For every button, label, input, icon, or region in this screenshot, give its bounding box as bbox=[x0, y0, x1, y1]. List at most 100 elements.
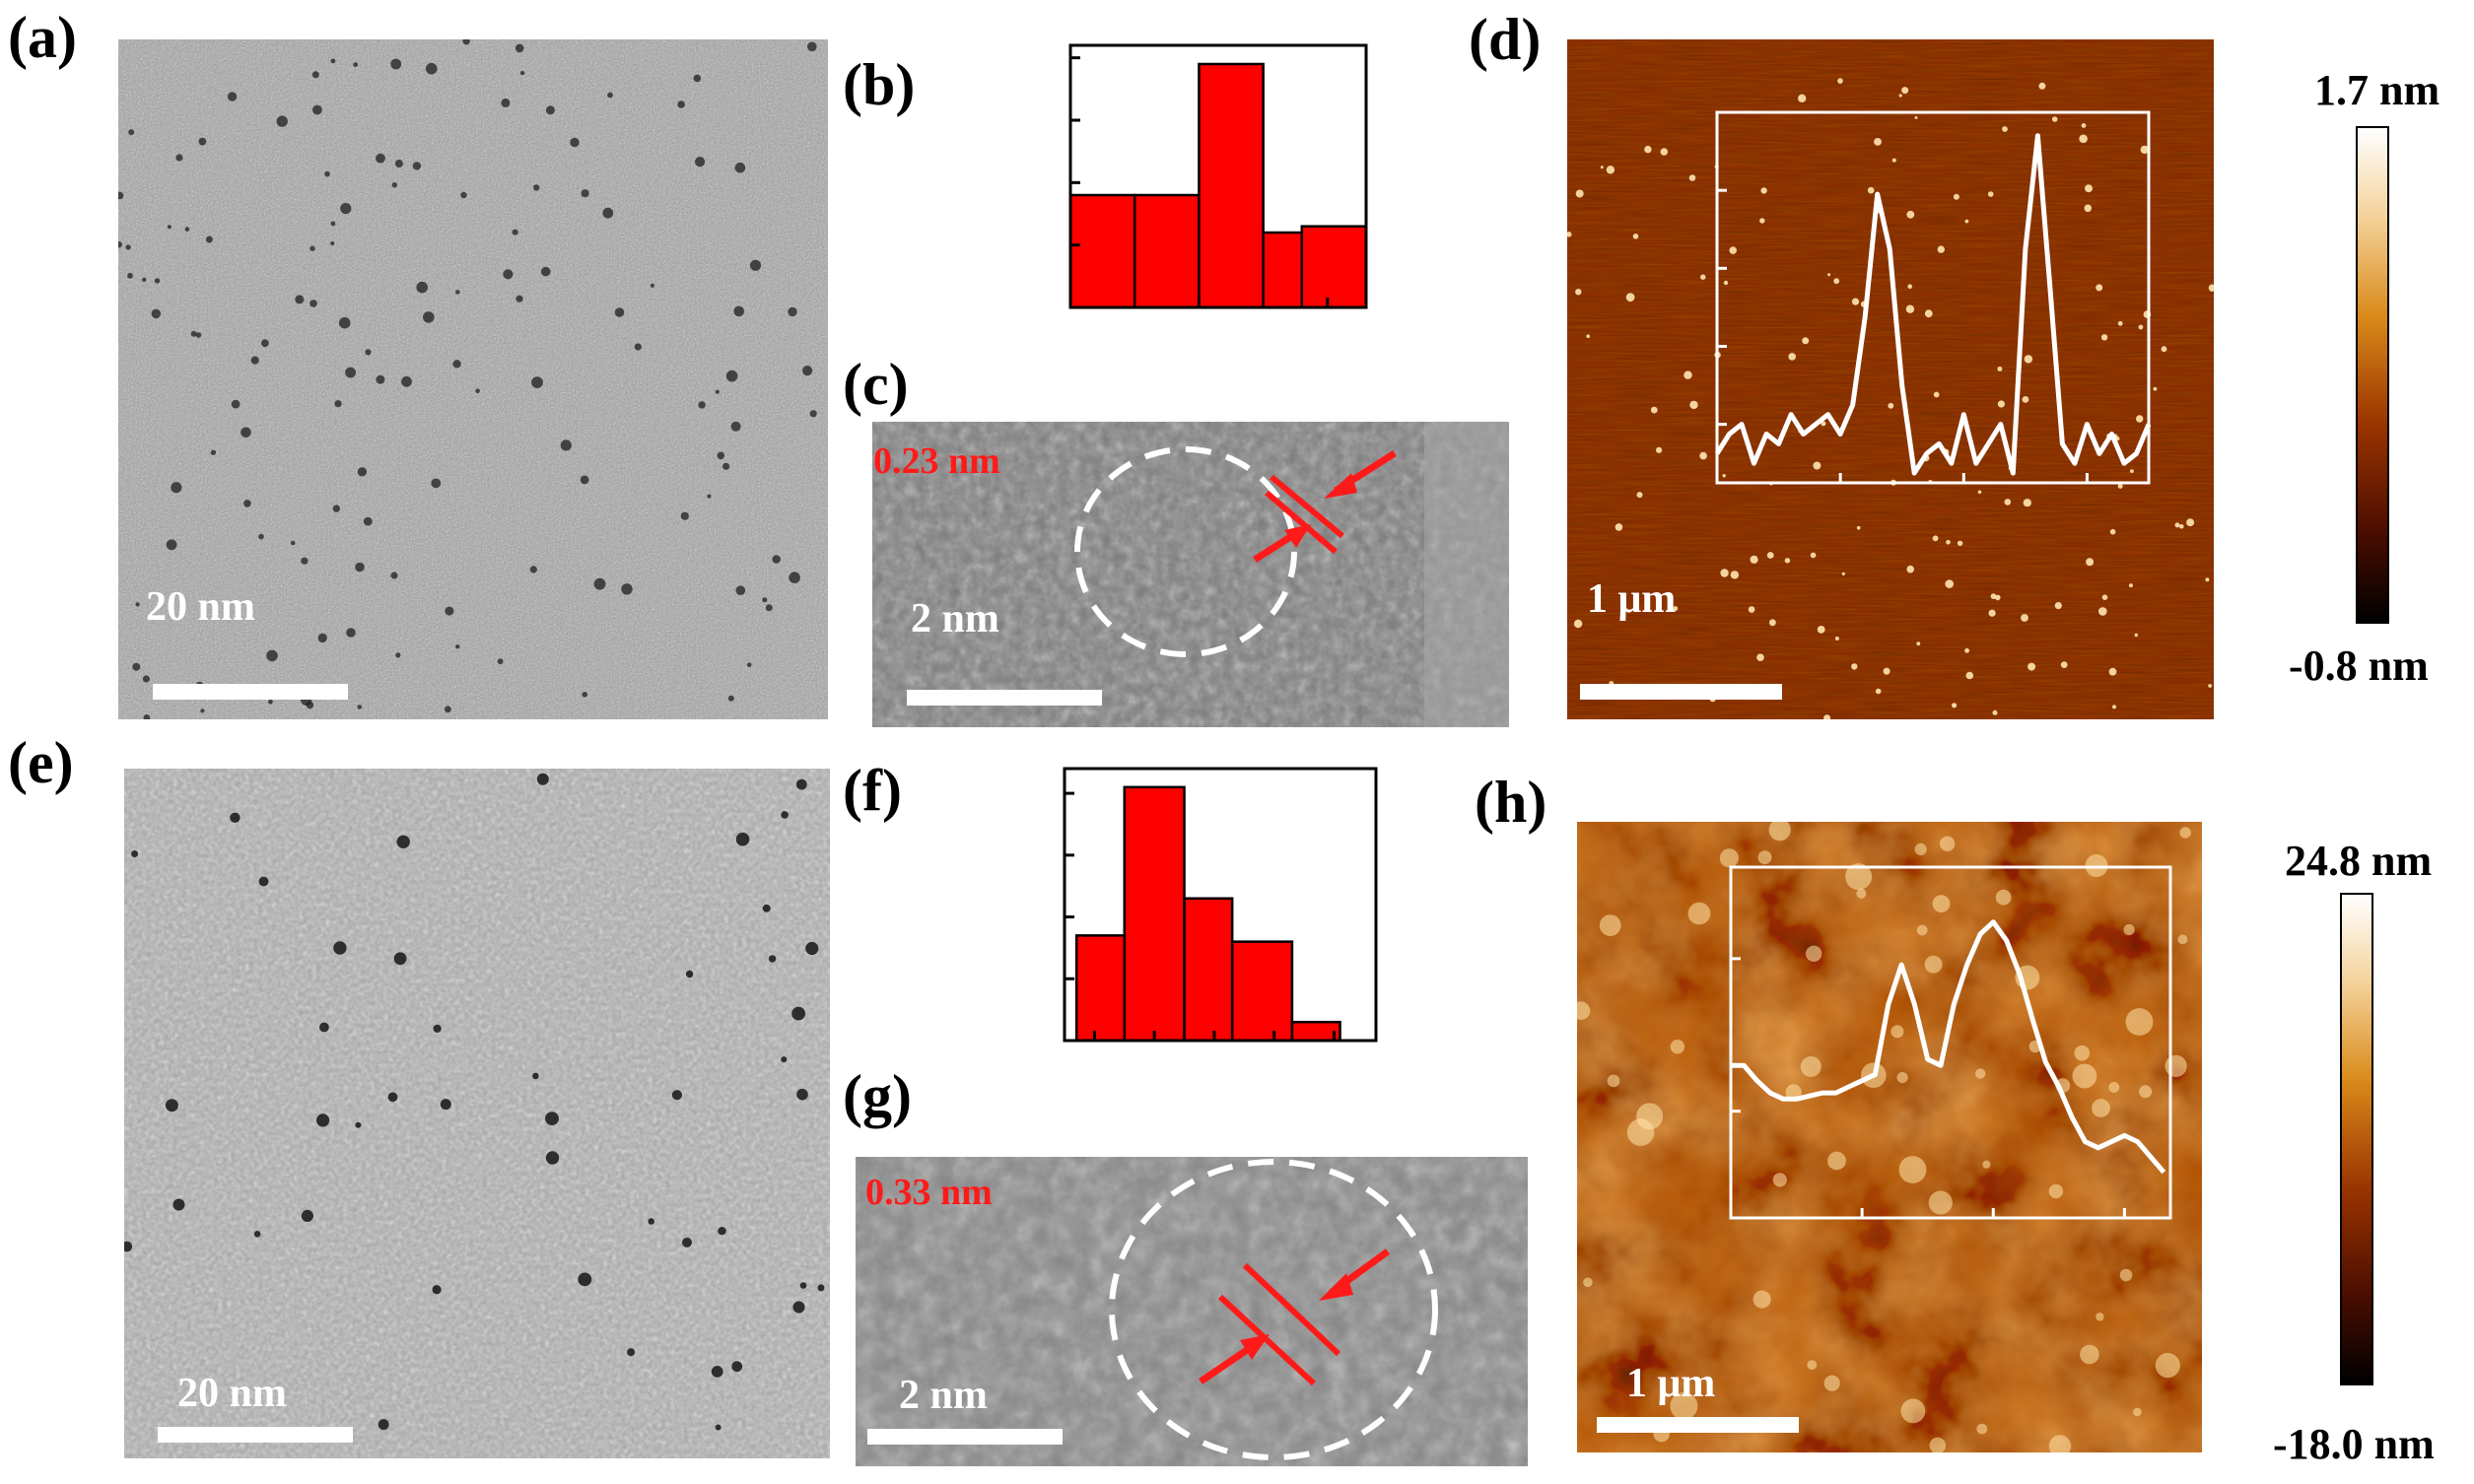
particle-dot bbox=[570, 137, 580, 148]
particle-dot bbox=[1599, 914, 1621, 936]
particle-dot bbox=[1729, 246, 1737, 254]
particle-dot bbox=[132, 662, 141, 671]
histogram-bar bbox=[1123, 785, 1186, 1043]
particle-dot bbox=[809, 410, 817, 418]
particle-dot bbox=[1977, 490, 1982, 495]
particle-dot bbox=[1976, 1423, 1988, 1435]
particle-dot bbox=[501, 98, 511, 107]
particle-dot bbox=[2139, 1085, 2153, 1099]
particle-dot bbox=[124, 1241, 133, 1252]
scale-label-a: 20 nm bbox=[146, 584, 255, 630]
particle-dot bbox=[772, 555, 781, 564]
particle-dot bbox=[378, 1419, 389, 1431]
particle-dot bbox=[1719, 848, 1739, 868]
histogram-bar bbox=[1133, 193, 1201, 309]
plot-frame bbox=[1068, 43, 1368, 309]
particle-dot bbox=[387, 1092, 398, 1103]
lattice-spacing-c: 0.23 nm bbox=[873, 440, 1000, 482]
particle-dot bbox=[545, 1112, 559, 1125]
histogram-bar bbox=[1074, 934, 1127, 1043]
particle-dot bbox=[445, 606, 454, 616]
particle-dot bbox=[2096, 1313, 2104, 1321]
particle-dot bbox=[578, 1272, 592, 1287]
particle-dot bbox=[1914, 115, 1918, 119]
particle-dot bbox=[1946, 540, 1951, 545]
histogram-bar bbox=[1262, 231, 1304, 309]
particle-dot bbox=[648, 1218, 654, 1225]
particle-dot bbox=[1945, 579, 1954, 588]
particle-dot bbox=[391, 182, 397, 188]
particle-dot bbox=[1575, 189, 1584, 198]
particle-dot bbox=[593, 577, 606, 590]
particle-dot bbox=[295, 295, 305, 304]
particle-dot bbox=[1964, 219, 1969, 224]
particle-dot bbox=[390, 572, 398, 579]
particle-dot bbox=[685, 970, 694, 978]
particle-dot bbox=[2130, 469, 2134, 473]
particle-dot bbox=[312, 104, 322, 115]
particle-dot bbox=[1867, 186, 1875, 194]
particle-dot bbox=[440, 1099, 451, 1111]
particle-dot bbox=[2138, 324, 2144, 330]
particle-dot bbox=[184, 227, 190, 232]
particle-dot bbox=[306, 701, 314, 709]
hrtem-image-c bbox=[872, 422, 1509, 727]
particle-dot bbox=[515, 43, 524, 53]
particle-dot bbox=[1632, 234, 1639, 239]
particle-dot bbox=[727, 695, 734, 702]
particle-dot bbox=[1660, 148, 1669, 156]
particle-dot bbox=[1759, 218, 1765, 224]
inset-frame bbox=[1715, 110, 2151, 485]
particle-dot bbox=[2038, 82, 2046, 90]
particle-dot bbox=[715, 389, 720, 394]
particle-dot bbox=[393, 952, 407, 966]
particle-dot bbox=[621, 583, 633, 595]
particle-dot bbox=[1997, 366, 2003, 371]
particle-dot bbox=[2024, 355, 2033, 364]
particle-dot bbox=[125, 244, 131, 250]
particle-dot bbox=[363, 516, 373, 526]
particle-dot bbox=[1874, 138, 1882, 146]
particle-dot bbox=[345, 367, 356, 378]
particle-dot bbox=[171, 482, 182, 494]
height-profile-h bbox=[1729, 865, 2172, 1220]
particle-dot bbox=[2072, 1063, 2097, 1089]
particle-dot bbox=[1901, 87, 1909, 95]
lattice-spacing-g: 0.33 nm bbox=[865, 1172, 993, 1213]
particle-dot bbox=[1851, 663, 1858, 670]
particle-dot bbox=[2004, 499, 2012, 506]
particle-dot bbox=[431, 478, 442, 489]
particle-dot bbox=[423, 311, 435, 323]
particle-dot bbox=[1600, 166, 1604, 169]
particle-dot bbox=[2134, 633, 2138, 638]
particle-dot bbox=[2023, 499, 2031, 507]
particle-dot bbox=[334, 400, 342, 408]
particle-dot bbox=[734, 162, 746, 173]
particle-dot bbox=[135, 602, 140, 607]
particle-dot bbox=[715, 1424, 722, 1431]
particle-dot bbox=[2002, 126, 2008, 132]
particle-dot bbox=[266, 649, 278, 662]
scale-bar-g bbox=[867, 1429, 1063, 1445]
colorbar-top bbox=[2356, 126, 2389, 624]
particle-dot bbox=[1688, 174, 1696, 181]
particle-dot bbox=[1821, 421, 1826, 427]
particle-dot bbox=[412, 162, 422, 170]
particle-dot bbox=[581, 189, 589, 198]
particle-dot bbox=[1750, 555, 1758, 564]
profile-line bbox=[1714, 133, 2152, 476]
particle-dot bbox=[452, 360, 461, 369]
particle-dot bbox=[1995, 889, 2012, 906]
particle-dot bbox=[730, 421, 741, 432]
particle-dot bbox=[2174, 522, 2180, 528]
particle-dot bbox=[1722, 474, 1726, 478]
particle-dot bbox=[1756, 653, 1764, 661]
particle-dot bbox=[515, 295, 523, 303]
particle-dot bbox=[1833, 278, 1840, 285]
particle-dot bbox=[143, 714, 151, 719]
particle-dot bbox=[1957, 540, 1963, 546]
particle-dot bbox=[1898, 94, 1902, 98]
particle-dot bbox=[432, 1285, 442, 1295]
panel-label-b: (b) bbox=[843, 52, 916, 117]
particle-dot bbox=[433, 1024, 442, 1033]
